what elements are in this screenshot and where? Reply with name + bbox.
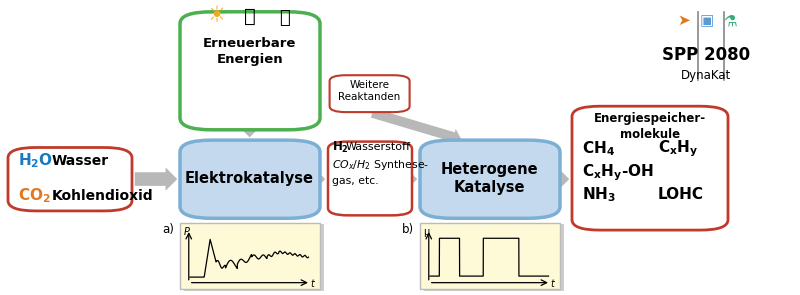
Text: Heterogene
Katalyse: Heterogene Katalyse bbox=[441, 162, 538, 195]
FancyBboxPatch shape bbox=[180, 140, 320, 218]
Text: ⚗: ⚗ bbox=[722, 13, 737, 28]
Text: t: t bbox=[310, 279, 314, 289]
Text: ☀: ☀ bbox=[206, 6, 226, 26]
FancyBboxPatch shape bbox=[424, 224, 564, 291]
Text: Elektrokatalyse: Elektrokatalyse bbox=[185, 171, 314, 186]
Text: $\mathbf{H_2}$: $\mathbf{H_2}$ bbox=[332, 140, 349, 155]
Text: Wasser: Wasser bbox=[52, 154, 109, 168]
Text: t: t bbox=[550, 279, 554, 289]
Text: $CO_x/H_2$ Synthese-: $CO_x/H_2$ Synthese- bbox=[332, 158, 430, 172]
Text: μ: μ bbox=[423, 227, 430, 237]
Text: Erneuerbare
Energien: Erneuerbare Energien bbox=[203, 37, 296, 66]
FancyBboxPatch shape bbox=[420, 223, 560, 289]
Text: a): a) bbox=[162, 223, 174, 236]
Text: SPP 2080: SPP 2080 bbox=[662, 45, 750, 64]
Text: DynaKat: DynaKat bbox=[682, 69, 731, 82]
FancyBboxPatch shape bbox=[180, 12, 320, 130]
FancyBboxPatch shape bbox=[330, 75, 410, 112]
Text: gas, etc.: gas, etc. bbox=[332, 176, 378, 186]
Text: $\mathbf{C_xH_y}$-OH: $\mathbf{C_xH_y}$-OH bbox=[582, 162, 654, 183]
FancyBboxPatch shape bbox=[8, 148, 132, 211]
Text: b): b) bbox=[402, 223, 414, 236]
Text: $\mathbf{CH_4}$: $\mathbf{CH_4}$ bbox=[582, 140, 615, 158]
Text: LOHC: LOHC bbox=[658, 187, 704, 202]
Text: $\mathbf{C_xH_y}$: $\mathbf{C_xH_y}$ bbox=[658, 139, 698, 159]
Text: $\mathbf{CO_2}$: $\mathbf{CO_2}$ bbox=[18, 186, 50, 205]
Text: Weitere
Reaktanden: Weitere Reaktanden bbox=[338, 80, 401, 102]
FancyBboxPatch shape bbox=[572, 106, 728, 230]
Text: $\mathbf{H_2O}$: $\mathbf{H_2O}$ bbox=[18, 151, 53, 170]
Text: ➤: ➤ bbox=[678, 13, 690, 28]
Text: Wasserstoff: Wasserstoff bbox=[346, 142, 410, 153]
FancyBboxPatch shape bbox=[184, 224, 324, 291]
Text: Kohlendioxid: Kohlendioxid bbox=[52, 189, 154, 203]
FancyBboxPatch shape bbox=[420, 140, 560, 218]
Text: P: P bbox=[184, 227, 190, 237]
Text: Energiespeicher-
molekule: Energiespeicher- molekule bbox=[594, 112, 706, 141]
Text: $\mathbf{NH_3}$: $\mathbf{NH_3}$ bbox=[582, 185, 617, 204]
FancyBboxPatch shape bbox=[328, 142, 412, 215]
FancyBboxPatch shape bbox=[180, 223, 320, 289]
Text: 💨: 💨 bbox=[278, 9, 290, 27]
Text: 💧: 💧 bbox=[244, 7, 255, 26]
Text: ▣: ▣ bbox=[699, 13, 714, 28]
